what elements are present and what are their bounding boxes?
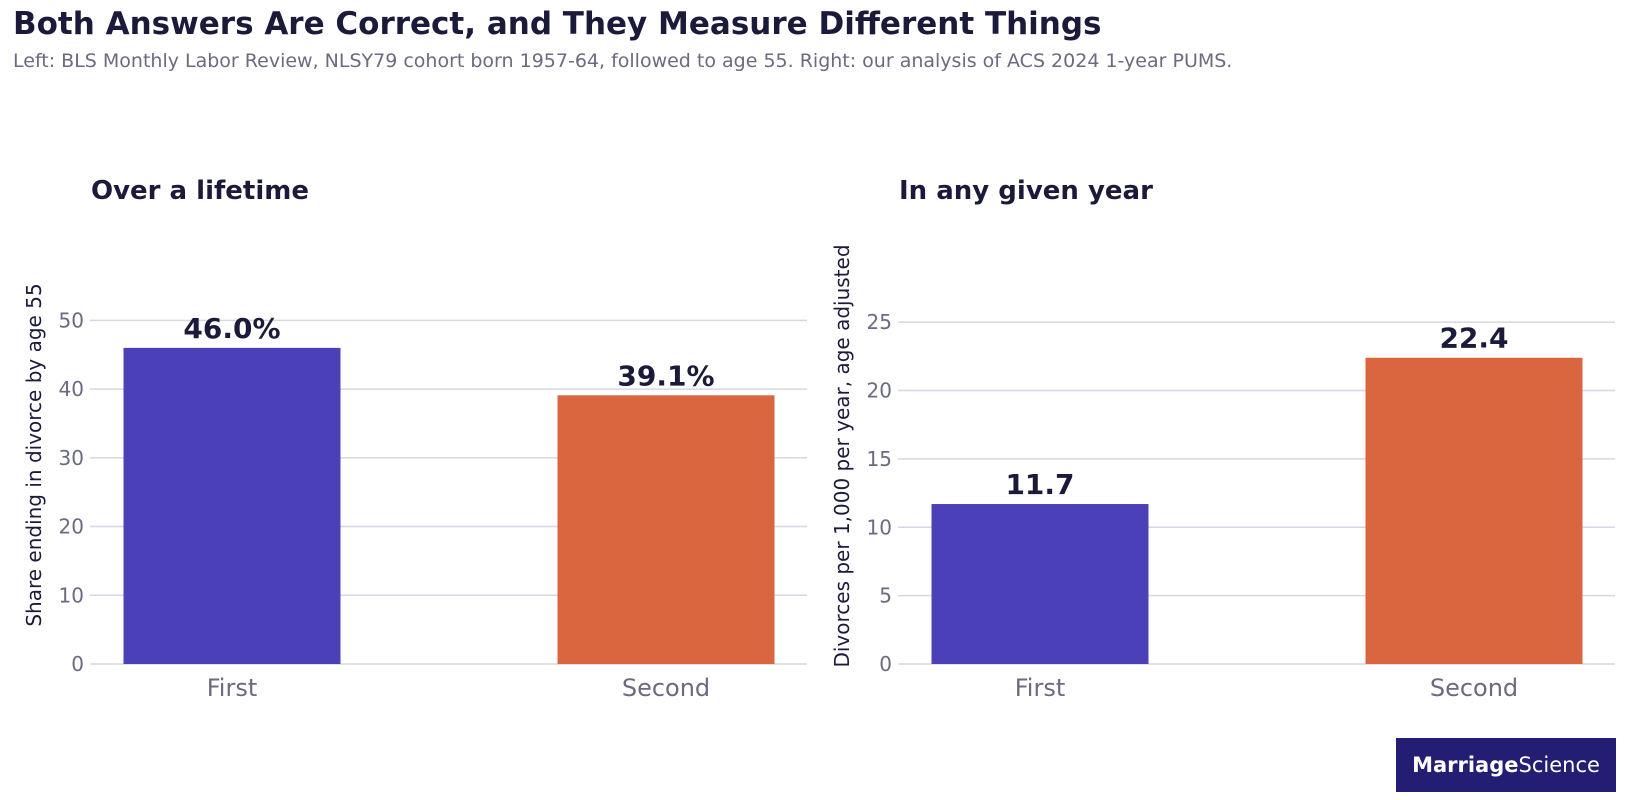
- lifetime-y-tick-label: 10: [59, 583, 84, 607]
- lifetime-y-axis-label: Share ending in divorce by age 55: [22, 283, 46, 626]
- annual-y-tick-label: 20: [867, 379, 892, 403]
- lifetime-bar-first: [123, 347, 341, 664]
- annual-y-tick-label: 10: [867, 515, 892, 539]
- lifetime-y-tick-label: 20: [59, 515, 84, 539]
- annual-category-label-first: First: [1015, 674, 1066, 702]
- annual-y-axis-label: Divorces per 1,000 per year, age adjuste…: [830, 244, 854, 667]
- annual-y-tick-label: 15: [867, 447, 892, 471]
- lifetime-category-label-first: First: [207, 674, 258, 702]
- lifetime-data-label-first: 46.0%: [183, 312, 280, 345]
- lifetime-y-tick-label: 0: [71, 652, 84, 676]
- lifetime-y-tick-label: 30: [59, 446, 84, 470]
- lifetime-category-label-second: Second: [622, 674, 710, 702]
- annual-data-label-first: 11.7: [1005, 468, 1074, 501]
- annual-bar-first: [931, 504, 1149, 664]
- page-subtitle: Left: BLS Monthly Labor Review, NLSY79 c…: [13, 50, 1233, 72]
- annual-category-label-second: Second: [1430, 674, 1518, 702]
- lifetime-data-label-second: 39.1%: [617, 359, 714, 392]
- lifetime-y-tick-label: 50: [59, 308, 84, 332]
- page-title: Both Answers Are Correct, and They Measu…: [13, 6, 1102, 42]
- lifetime-y-tick-label: 40: [59, 377, 84, 401]
- logo-regular-text: Science: [1518, 753, 1600, 777]
- logo-bold-text: Marriage: [1412, 753, 1519, 777]
- annual-bar-second: [1365, 357, 1583, 664]
- annual-y-tick-label: 0: [879, 652, 892, 676]
- annual-panel-title: In any given year: [899, 176, 1153, 206]
- lifetime-panel-title: Over a lifetime: [91, 176, 309, 206]
- annual-data-label-second: 22.4: [1439, 322, 1508, 355]
- annual-y-tick-label: 5: [879, 584, 892, 608]
- lifetime-bar-second: [557, 395, 775, 664]
- marriage-science-logo: Marriage Science: [1396, 738, 1616, 792]
- annual-y-tick-label: 25: [867, 310, 892, 334]
